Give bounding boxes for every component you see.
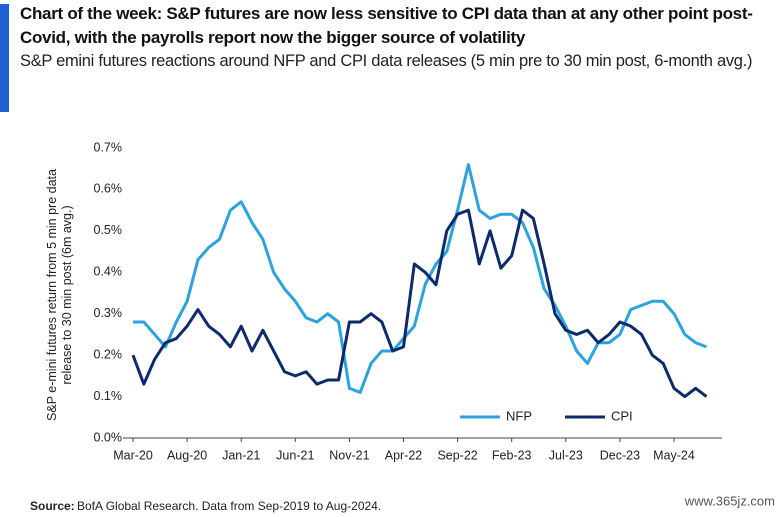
- x-tick-label: Jan-21: [222, 448, 260, 462]
- x-tick-label: Jun-21: [276, 448, 314, 462]
- x-tick-label: Apr-22: [385, 448, 423, 462]
- y-tick-label: 0.4%: [94, 265, 123, 279]
- chart-title: Chart of the week: S&P futures are now l…: [20, 4, 753, 47]
- x-tick-label: Dec-23: [600, 448, 640, 462]
- legend-label: NFP: [506, 408, 532, 423]
- x-tick-label: Feb-23: [492, 448, 532, 462]
- x-tick-label: Jul-23: [549, 448, 583, 462]
- y-axis-label: S&P e-mini futures return from 5 min pre…: [45, 169, 74, 421]
- source-label: Source:: [30, 499, 75, 513]
- legend-label: CPI: [611, 408, 633, 423]
- chart-subtitle: S&P emini futures reactions around NFP a…: [20, 52, 753, 70]
- watermark: www.365jz.com: [684, 493, 775, 508]
- header: Chart of the week: S&P futures are now l…: [20, 4, 753, 70]
- y-tick-label: 0.6%: [94, 182, 123, 196]
- y-tick-label: 0.2%: [94, 347, 123, 361]
- y-tick-label: 0.7%: [94, 140, 123, 154]
- x-tick-label: Sep-22: [437, 448, 477, 462]
- y-axis-label-box: S&P e-mini futures return from 5 min pre…: [45, 169, 74, 421]
- series-line: [133, 163, 707, 394]
- y-tick-label: 0.0%: [94, 430, 123, 444]
- accent-bar: [0, 4, 9, 112]
- x-tick-label: May-24: [653, 448, 695, 462]
- series-line: [131, 208, 708, 399]
- y-tick-label: 0.3%: [94, 306, 123, 320]
- y-tick-label: 0.5%: [94, 223, 123, 237]
- x-tick-label: Mar-20: [113, 448, 153, 462]
- source: BofA Global Research. Data from Sep-2019…: [77, 499, 381, 513]
- x-tick-label: Nov-21: [329, 448, 369, 462]
- x-tick-label: Aug-20: [167, 448, 207, 462]
- y-tick-label: 0.1%: [94, 389, 123, 403]
